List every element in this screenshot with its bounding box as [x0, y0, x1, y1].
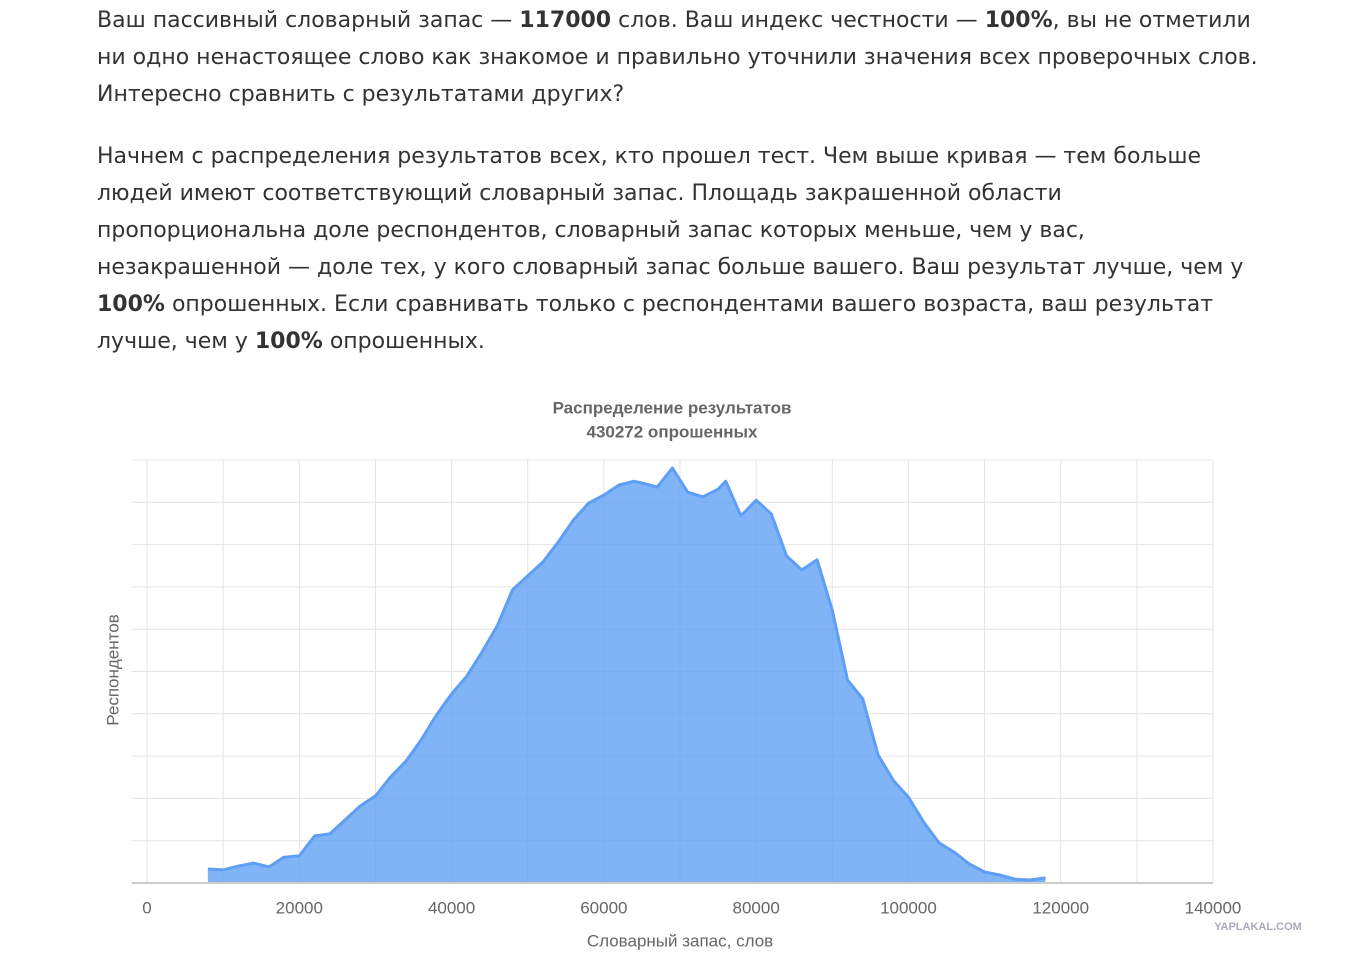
- x-tick-label: 140000: [1185, 898, 1242, 917]
- bold-text: 117000: [519, 8, 612, 33]
- x-tick-label: 80000: [733, 898, 780, 917]
- x-tick-label: 0: [142, 898, 151, 917]
- paragraph: Начнем с распределения результатов всех,…: [97, 138, 1267, 360]
- line: [207, 466, 1046, 882]
- x-tick-label: 20000: [276, 898, 323, 917]
- text: , вы не отметили ни одно ненастоящее сло…: [97, 8, 1258, 107]
- text: Ваш пассивный словарный запас —: [97, 8, 520, 33]
- x-tick-label: 100000: [880, 898, 937, 917]
- x-tick-label: 120000: [1032, 898, 1089, 917]
- text: Начнем с распределения результатов всех,…: [97, 144, 1244, 280]
- y-axis-label: Респондентов: [103, 614, 122, 725]
- text: слов. Ваш индекс честности —: [611, 8, 985, 33]
- watermark: YAPLAKAL.COM: [1214, 921, 1302, 933]
- x-tick-label: 60000: [580, 898, 627, 917]
- x-axis-label: Словарный запас, слов: [587, 931, 773, 950]
- x-tick-label: 40000: [428, 898, 475, 917]
- text: опрошенных.: [322, 329, 485, 354]
- bold-text: 100%: [254, 329, 323, 354]
- bold-text: 100%: [984, 8, 1053, 33]
- chart-title: Распределение результатов: [553, 398, 792, 417]
- chart-subtitle: 430272 опрошенных: [586, 422, 758, 441]
- text: опрошенных. Если сравнивать только с рес…: [97, 292, 1214, 354]
- paragraph: Ваш пассивный словарный запас — 117000 с…: [97, 2, 1267, 113]
- area: [207, 468, 1046, 883]
- article-text: Ваш пассивный словарный запас — 117000 с…: [97, 2, 1267, 385]
- bold-text: 100%: [97, 292, 165, 317]
